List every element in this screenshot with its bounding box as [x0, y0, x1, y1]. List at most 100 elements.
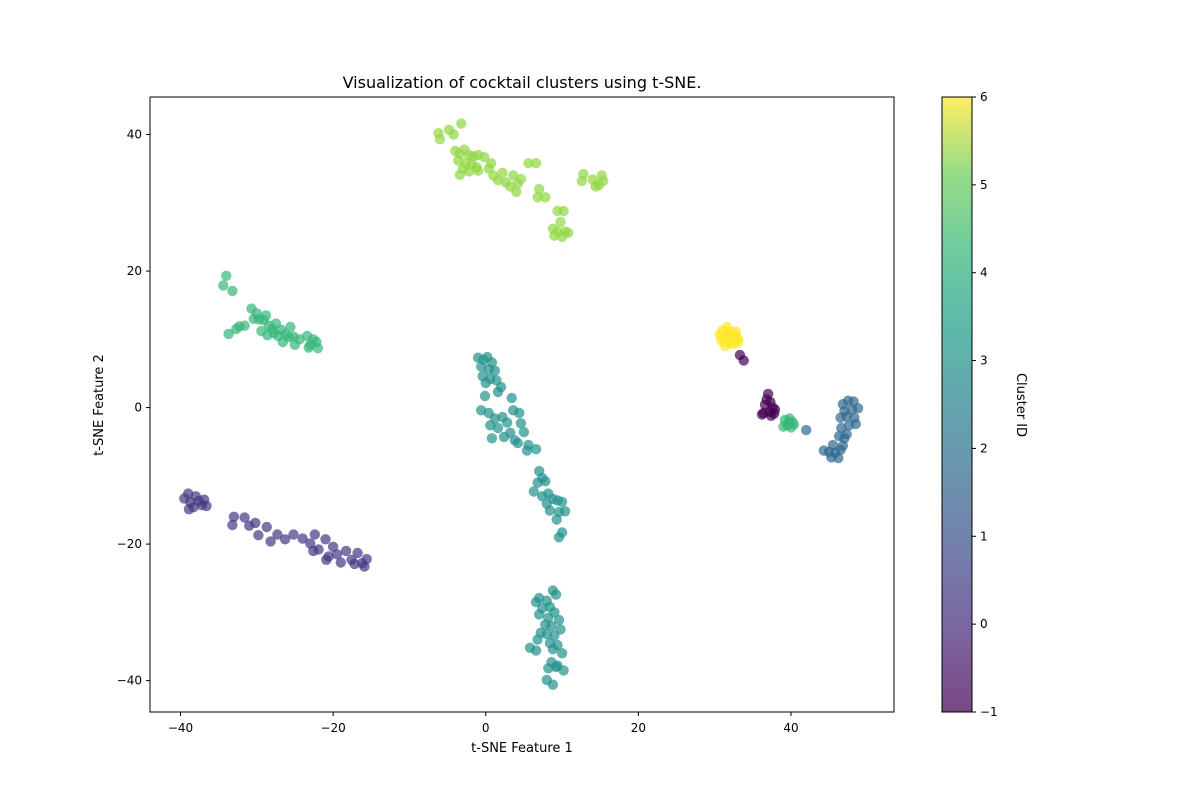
point-cluster-5-17 [463, 166, 475, 177]
x-tick-label: −20 [320, 721, 345, 735]
point-cluster-1-5 [852, 403, 864, 414]
point-cluster-2-36 [532, 477, 543, 488]
point-cluster-5-3 [448, 129, 459, 140]
point-cluster-5-30 [515, 173, 527, 185]
point-cluster-2-33 [521, 445, 533, 456]
point-cluster-2-30 [512, 437, 523, 449]
point-cluster-2-21 [501, 417, 513, 428]
point-cluster-2-74 [556, 648, 568, 659]
point-cluster-5-50 [596, 170, 607, 181]
point-cluster-2-72 [530, 645, 542, 656]
chart-title: Visualization of cocktail clusters using… [343, 73, 702, 92]
point-cluster-1-23 [841, 429, 852, 440]
colorbar-tick-label: 5 [980, 178, 988, 192]
point-cluster-0-30 [340, 545, 352, 557]
point-cluster-6-14 [732, 337, 743, 348]
point-cluster-5-46 [576, 175, 588, 187]
point-cluster-0-17 [265, 536, 276, 547]
y-axis-label: t-SNE Feature 2 [92, 354, 107, 456]
y-axis-ticks: −40 −20 0 20 40 [117, 128, 150, 688]
point-cluster-2-45 [544, 505, 556, 516]
point-cluster-0-21 [297, 533, 308, 544]
point-cluster-0-12 [239, 512, 250, 523]
point-cluster-0-29 [335, 557, 346, 568]
point-cluster-4-1 [218, 280, 229, 291]
point-cluster-2-48 [551, 514, 562, 525]
point-cluster-2-68 [532, 634, 543, 645]
point-cluster-2-14 [506, 392, 517, 404]
point-cluster--1-10 [769, 408, 780, 419]
point-cluster-0-38 [308, 545, 319, 557]
point-cluster-5-31 [523, 158, 534, 169]
point-cluster-4-30 [303, 342, 314, 353]
point-cluster-2-29 [518, 426, 530, 438]
point-cluster-4-0 [221, 270, 232, 281]
colorbar-label: Cluster ID [1013, 373, 1028, 437]
point-cluster-4-2 [227, 285, 238, 297]
point-cluster-5-44 [563, 227, 574, 238]
point-cluster-2-20 [492, 422, 504, 434]
point-cluster-5-1 [434, 134, 446, 145]
point-cluster-2-12 [492, 386, 504, 398]
point-cluster-2-38 [528, 486, 539, 497]
colorbar-tick-label: −1 [980, 705, 998, 719]
point-cluster-4-22 [285, 321, 296, 333]
point-cluster-2-47 [559, 506, 571, 517]
x-tick-label: −40 [168, 721, 193, 735]
point-cluster-5-38 [555, 216, 566, 228]
point-cluster-4-29 [312, 343, 324, 354]
point-cluster-4-3 [223, 328, 234, 340]
x-tick-label: 0 [482, 721, 490, 735]
point-cluster-5-32 [530, 158, 542, 169]
point-cluster--1-12 [738, 355, 749, 366]
point-cluster-1-18 [835, 444, 846, 456]
point-cluster-3-7 [783, 417, 794, 428]
colorbar-tick-label: 1 [980, 529, 988, 543]
point-cluster-4-12 [260, 310, 272, 321]
point-cluster-5-4 [456, 118, 467, 129]
point-cluster-6-13 [720, 330, 732, 341]
point-cluster-2-10 [480, 377, 491, 389]
point-cluster-0-35 [359, 561, 370, 572]
point-cluster-2-52 [550, 589, 562, 600]
point-cluster-2-61 [553, 614, 565, 626]
point-cluster-4-31 [308, 334, 319, 345]
colorbar-tick-label: 3 [980, 354, 988, 368]
y-tick-label: 40 [127, 128, 142, 142]
point-cluster-2-59 [534, 609, 545, 620]
y-tick-label: 0 [134, 401, 142, 415]
point-cluster-5-29 [511, 186, 522, 198]
point-cluster-0-15 [253, 530, 264, 541]
point-cluster-0-28 [331, 549, 343, 560]
point-cluster-2-77 [543, 663, 554, 674]
point-cluster-5-51 [590, 181, 601, 192]
point-cluster-5-34 [532, 192, 543, 203]
point-cluster-2-13 [479, 390, 491, 402]
point-cluster-0-32 [352, 547, 363, 559]
point-cluster-1-19 [818, 445, 829, 456]
point-cluster-2-6 [489, 365, 501, 376]
point-cluster-2-81 [547, 679, 559, 690]
point-cluster-2-26 [498, 431, 510, 443]
x-tick-label: 40 [783, 721, 798, 735]
point-cluster-0-37 [321, 554, 332, 565]
point-cluster-0-19 [279, 534, 291, 545]
point-cluster-0-36 [349, 558, 360, 570]
point-cluster-0-20 [288, 529, 299, 540]
point-cluster-2-44 [556, 496, 568, 507]
y-tick-label: −20 [117, 537, 142, 551]
point-cluster-2-73 [547, 644, 559, 655]
point-cluster-0-18 [272, 529, 283, 540]
point-cluster-5-42 [549, 230, 560, 241]
point-cluster-1-11 [850, 418, 861, 430]
plot-area-frame [149, 96, 895, 713]
point-cluster-0-25 [320, 534, 331, 545]
colorbar-tick-label: 6 [980, 90, 988, 104]
point-cluster-2-23 [514, 407, 525, 419]
point-cluster-2-32 [530, 444, 542, 455]
point-cluster-5-19 [472, 165, 484, 176]
point-cluster-5-37 [558, 205, 569, 217]
colorbar-frame [941, 96, 973, 713]
point-cluster-0-10 [228, 511, 240, 522]
